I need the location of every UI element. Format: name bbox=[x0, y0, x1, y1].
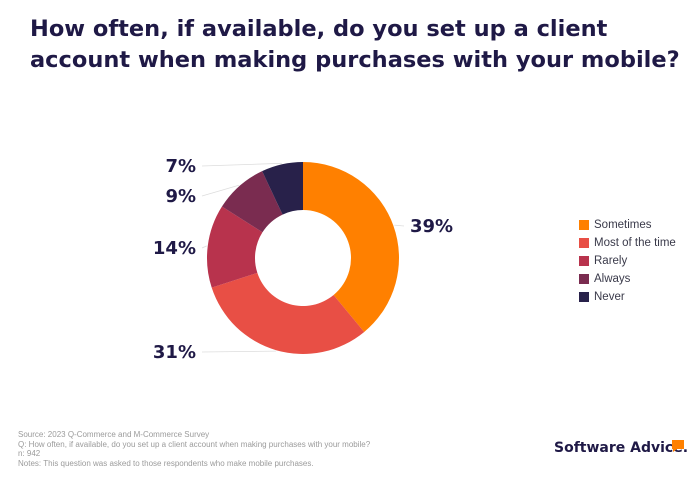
donut-slice-never bbox=[262, 162, 303, 215]
legend-label: Always bbox=[594, 273, 631, 285]
leader-line bbox=[201, 245, 207, 249]
legend-label: Rarely bbox=[594, 255, 628, 267]
chart-title-line-2: account when making purchases with your … bbox=[30, 47, 680, 73]
slice-value-label: 39% bbox=[410, 216, 453, 237]
footnote-source: Source: 2023 Q-Commerce and M-Commerce S… bbox=[18, 430, 210, 439]
legend-swatch bbox=[579, 274, 589, 284]
legend-item: Rarely bbox=[579, 252, 676, 270]
leader-line bbox=[394, 224, 405, 227]
legend-label: Never bbox=[594, 291, 625, 303]
footnote-sample-size: n: 942 bbox=[18, 449, 41, 459]
legend-item: Most of the time bbox=[579, 234, 676, 252]
footnotes: Source: 2023 Q-Commerce and M-Commerce S… bbox=[18, 430, 478, 468]
brand-logo-text: Software Advice. bbox=[554, 440, 689, 456]
legend: Sometimes Most of the time Rarely Always Nev… bbox=[579, 216, 676, 306]
legend-item: Always bbox=[579, 270, 676, 288]
slice-value-label: 31% bbox=[153, 342, 196, 363]
donut-slice-sometimes bbox=[303, 162, 400, 332]
legend-swatch bbox=[579, 256, 589, 266]
legend-item: Sometimes bbox=[579, 216, 676, 234]
footnote-notes: Notes: This question was asked to those … bbox=[18, 458, 314, 468]
leader-line bbox=[201, 162, 282, 167]
legend-label: Most of the time bbox=[594, 237, 676, 249]
legend-item: Never bbox=[579, 288, 676, 306]
legend-swatch bbox=[579, 220, 589, 230]
slice-value-label: 9% bbox=[165, 186, 196, 207]
legend-swatch bbox=[579, 292, 589, 302]
chart-title-line-1: How often, if available, do you set up a… bbox=[30, 16, 608, 42]
slice-value-label: 14% bbox=[153, 238, 196, 259]
donut-slice-rarely bbox=[206, 206, 263, 288]
legend-label: Sometimes bbox=[594, 219, 652, 231]
legend-swatch bbox=[579, 238, 589, 248]
donut-slice-always bbox=[221, 171, 283, 233]
footnote-question: Q: How often, if available, do you set u… bbox=[18, 439, 371, 449]
speech-bubble-icon bbox=[672, 440, 684, 452]
slice-value-label: 7% bbox=[165, 156, 196, 177]
donut-slice-most-of-the-time bbox=[211, 272, 365, 354]
leader-line bbox=[201, 184, 239, 197]
chart-title: How often, if available, do you set up a… bbox=[30, 14, 680, 76]
leader-line bbox=[201, 350, 276, 353]
